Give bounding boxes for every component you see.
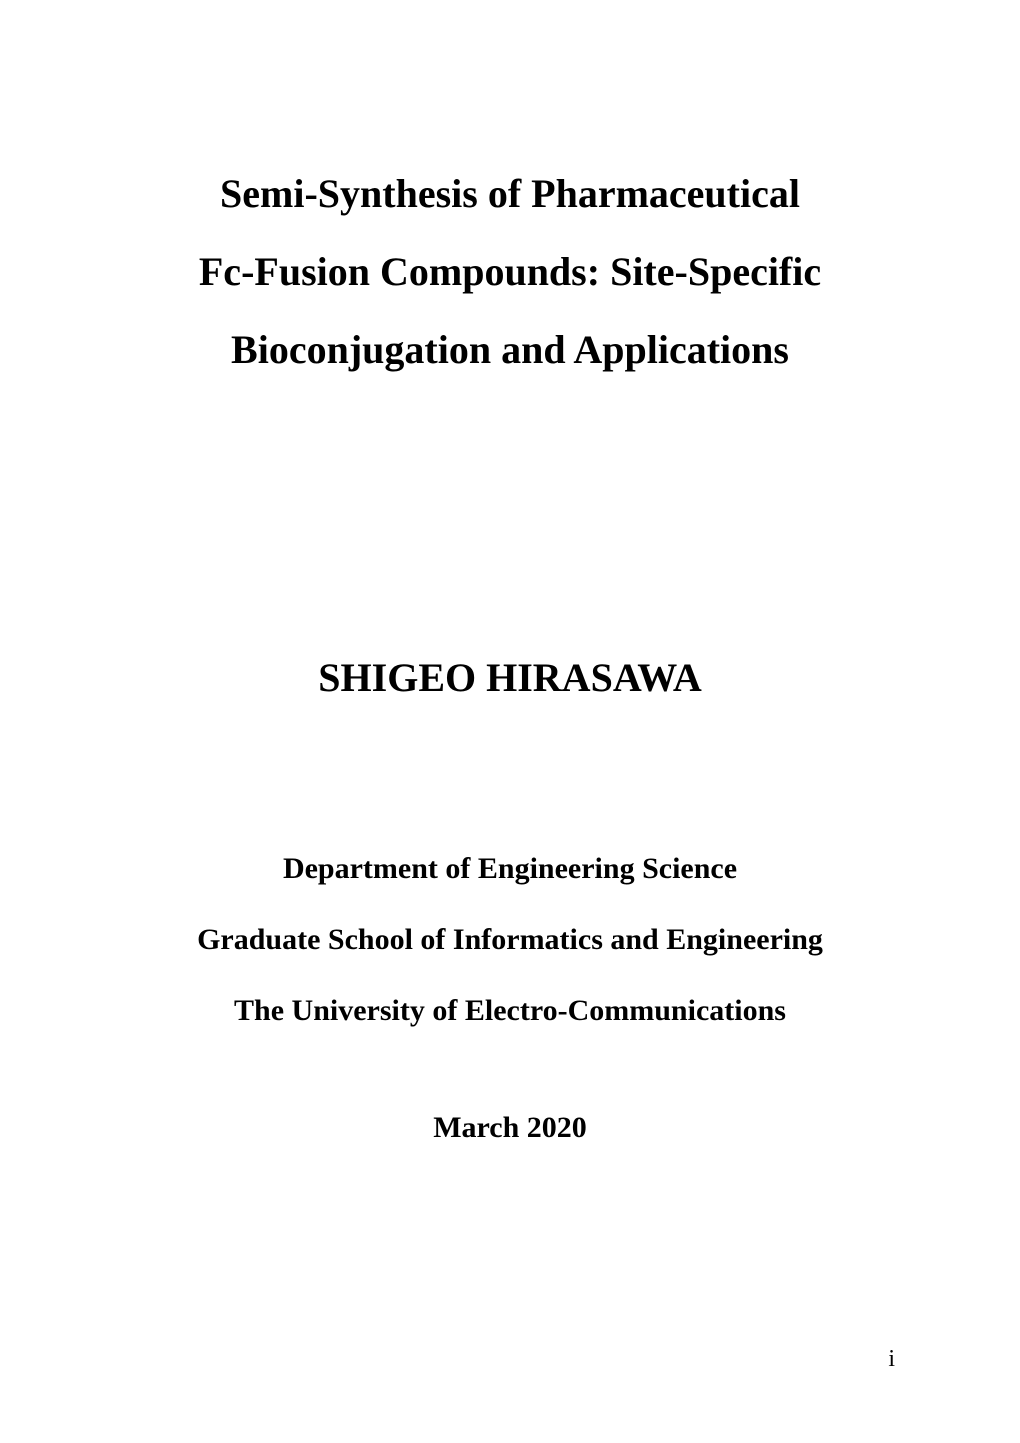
graduate-school: Graduate School of Informatics and Engin… xyxy=(125,917,895,962)
date: March 2020 xyxy=(125,1111,895,1145)
title-line-1: Semi-Synthesis of Pharmaceutical xyxy=(125,155,895,233)
author-block: SHIGEO HIRASAWA xyxy=(125,654,895,701)
date-block: March 2020 xyxy=(125,1111,895,1145)
university: The University of Electro-Communications xyxy=(125,988,895,1033)
author-name: SHIGEO HIRASAWA xyxy=(125,654,895,701)
title-line-3: Bioconjugation and Applications xyxy=(125,311,895,389)
title-line-2: Fc-Fusion Compounds: Site-Specific xyxy=(125,233,895,311)
department: Department of Engineering Science xyxy=(125,846,895,891)
title-block: Semi-Synthesis of Pharmaceutical Fc-Fusi… xyxy=(125,155,895,389)
page: Semi-Synthesis of Pharmaceutical Fc-Fusi… xyxy=(0,0,1020,1443)
affiliation-block: Department of Engineering Science Gradua… xyxy=(125,846,895,1033)
page-number: i xyxy=(888,1346,895,1373)
